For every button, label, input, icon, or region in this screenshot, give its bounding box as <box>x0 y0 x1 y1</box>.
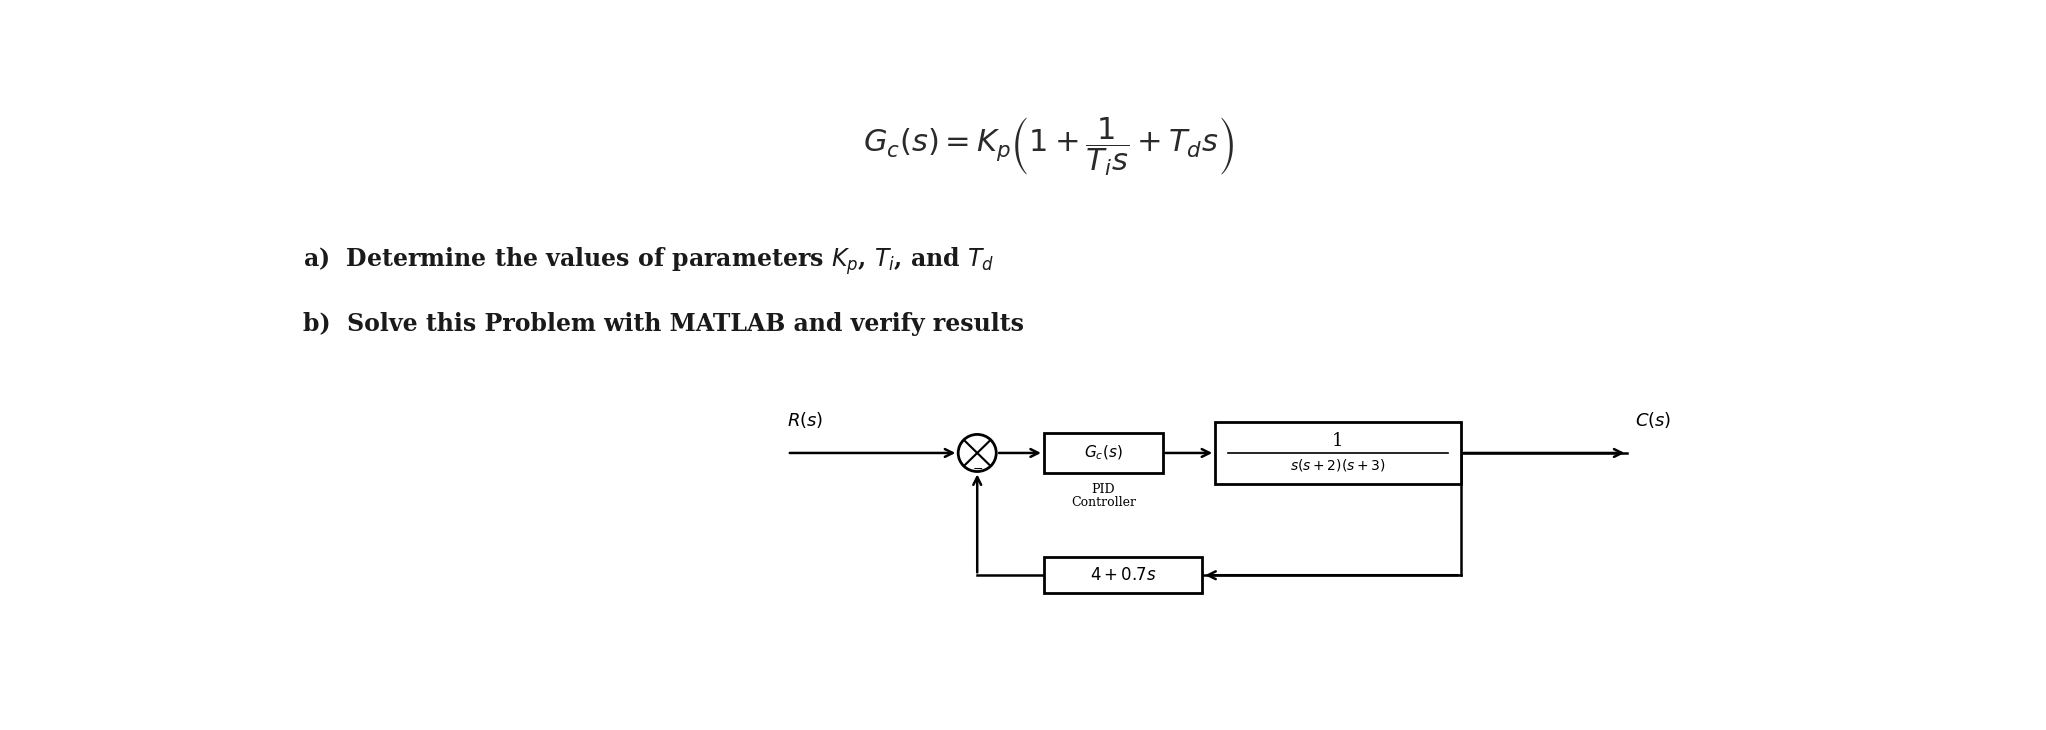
Text: $-$: $-$ <box>972 462 982 475</box>
Text: $G_c(s)$: $G_c(s)$ <box>1084 444 1123 462</box>
Text: a)  Determine the values of parameters $K_p$, $T_i$, and $T_d$: a) Determine the values of parameters $K… <box>303 245 994 277</box>
Text: $R(s)$: $R(s)$ <box>788 410 822 431</box>
Bar <box>1215 422 1461 484</box>
Text: $s(s + 2)(s + 3)$: $s(s + 2)(s + 3)$ <box>1291 457 1385 473</box>
Ellipse shape <box>958 434 996 472</box>
Text: $C(s)$: $C(s)$ <box>1635 410 1672 431</box>
Text: PID: PID <box>1091 483 1115 496</box>
Text: 1: 1 <box>1332 431 1344 450</box>
Bar <box>1043 434 1162 472</box>
Text: Controller: Controller <box>1070 496 1136 510</box>
Bar <box>1043 557 1203 593</box>
Text: $4 + 0.7s$: $4 + 0.7s$ <box>1091 566 1156 584</box>
Text: b)  Solve this Problem with MATLAB and verify results: b) Solve this Problem with MATLAB and ve… <box>303 312 1025 337</box>
Text: $G_c(s) = K_p\left(1 + \dfrac{1}{T_i s} + T_d s\right)$: $G_c(s) = K_p\left(1 + \dfrac{1}{T_i s} … <box>863 116 1234 178</box>
